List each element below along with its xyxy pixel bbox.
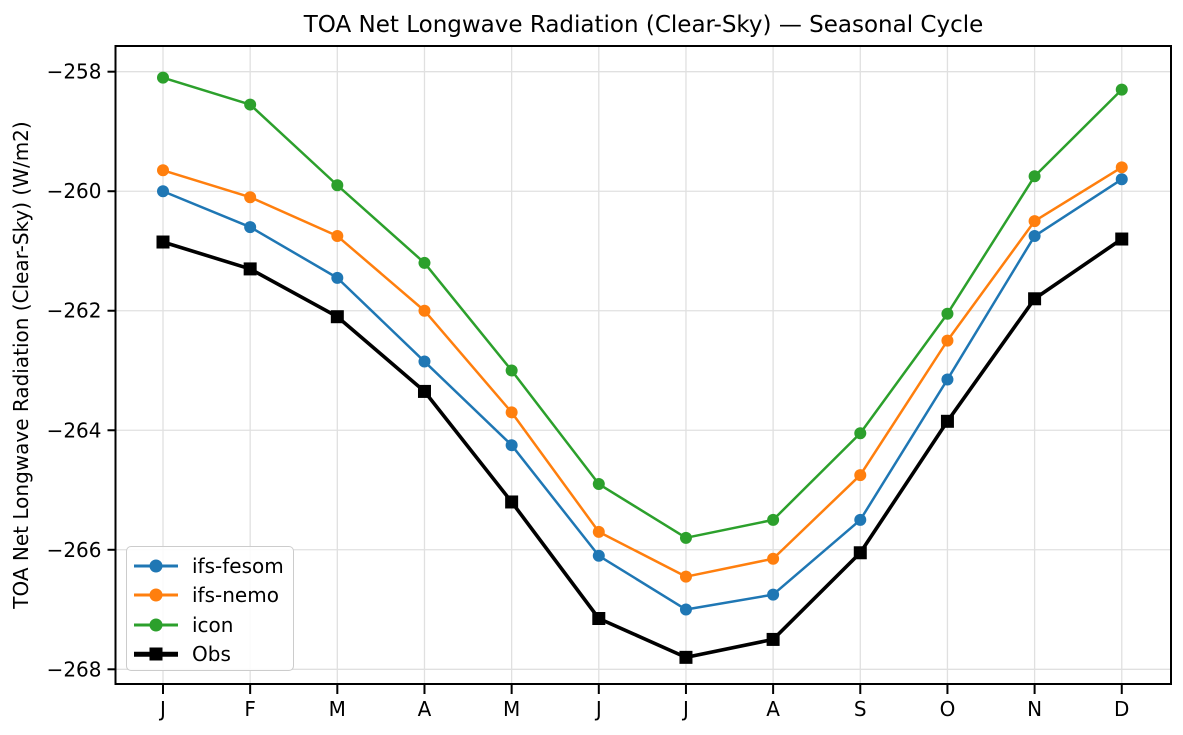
- legend-circle-marker-icon: [149, 618, 163, 632]
- x-tick-label: A: [418, 697, 432, 721]
- series-marker-ifs-nemo: [941, 334, 954, 347]
- legend-square-marker-icon: [149, 647, 163, 661]
- series-marker-icon: [418, 256, 431, 269]
- series-marker-ifs-nemo: [767, 552, 780, 565]
- legend-label: Obs: [192, 642, 231, 667]
- x-tick-label: O: [940, 697, 956, 721]
- series-marker-icon: [1115, 83, 1128, 96]
- series-marker-ifs-fesom: [941, 373, 954, 386]
- legend-item-ifs-fesom: ifs-fesom: [134, 551, 293, 581]
- legend-label: ifs-fesom: [192, 553, 284, 578]
- x-tick-label: A: [766, 697, 780, 721]
- series-marker-ifs-fesom: [592, 549, 605, 562]
- series-marker-ifs-nemo: [679, 570, 692, 583]
- legend-circle-marker-icon: [149, 559, 163, 573]
- series-line-ifs-fesom: [162, 178, 1123, 611]
- x-tick-label: F: [244, 697, 256, 721]
- series-marker-Obs: [417, 384, 431, 398]
- y-tick-label: −266: [47, 538, 102, 562]
- series-marker-ifs-fesom: [331, 271, 344, 284]
- legend-sample: [134, 558, 178, 574]
- legend-label: ifs-nemo: [192, 583, 279, 608]
- series-marker-ifs-nemo: [505, 406, 518, 419]
- series-marker-icon: [941, 307, 954, 320]
- series-marker-Obs: [330, 310, 344, 324]
- series-line-ifs-nemo: [162, 166, 1123, 578]
- series-marker-ifs-fesom: [1115, 173, 1128, 186]
- series-marker-Obs: [592, 612, 606, 626]
- series-marker-icon: [244, 98, 257, 111]
- series-marker-ifs-fesom: [418, 355, 431, 368]
- series-marker-ifs-nemo: [1115, 161, 1128, 174]
- series-line-Obs: [162, 237, 1123, 660]
- series-marker-ifs-nemo: [1028, 215, 1041, 228]
- x-tick-label: J: [158, 697, 166, 721]
- series-marker-Obs: [853, 546, 867, 560]
- legend-item-obs: Obs: [134, 640, 293, 670]
- y-tick-label: −258: [47, 60, 102, 84]
- x-tick-label: J: [681, 697, 689, 721]
- series-marker-Obs: [940, 414, 954, 428]
- legend-sample: [134, 587, 178, 603]
- series-marker-Obs: [1115, 232, 1129, 246]
- series-marker-icon: [505, 364, 518, 377]
- series-marker-icon: [1028, 170, 1041, 183]
- series-marker-Obs: [243, 262, 257, 276]
- series-marker-icon: [854, 427, 867, 440]
- series-marker-ifs-fesom: [157, 185, 169, 198]
- series-marker-Obs: [1028, 292, 1042, 306]
- legend-sample: [134, 617, 178, 633]
- series-marker-icon: [679, 531, 692, 544]
- x-tick-label: D: [1114, 697, 1129, 721]
- legend-circle-marker-icon: [149, 588, 163, 602]
- x-tick-label: N: [1027, 697, 1042, 721]
- series-marker-Obs: [156, 235, 170, 249]
- legend: ifs-fesom ifs-nemo icon Obs: [126, 546, 294, 671]
- series-marker-ifs-nemo: [157, 164, 169, 177]
- series-marker-ifs-nemo: [244, 191, 257, 204]
- series-marker-icon: [331, 179, 344, 192]
- series-marker-Obs: [766, 632, 780, 646]
- legend-item-ifs-nemo: ifs-nemo: [134, 581, 293, 611]
- y-tick-label: −264: [47, 418, 102, 442]
- legend-item-icon: icon: [134, 610, 293, 640]
- series-marker-Obs: [505, 495, 519, 509]
- y-tick-label: −260: [47, 179, 102, 203]
- y-tick-label: −268: [47, 657, 102, 681]
- x-tick-label: J: [594, 697, 602, 721]
- x-tick-label: M: [503, 697, 520, 721]
- series-line-icon: [162, 76, 1123, 540]
- series-marker-icon: [767, 513, 780, 526]
- series-marker-ifs-fesom: [679, 603, 692, 616]
- x-tick-label: S: [854, 697, 867, 721]
- series-marker-ifs-nemo: [418, 304, 431, 317]
- plot-border: [114, 45, 1172, 685]
- series-marker-ifs-nemo: [854, 469, 867, 482]
- series-marker-ifs-fesom: [854, 513, 867, 526]
- series-marker-ifs-fesom: [1028, 230, 1041, 243]
- y-tick-label: −262: [47, 299, 102, 323]
- chart-title: TOA Net Longwave Radiation (Clear-Sky) —…: [303, 12, 984, 38]
- series-marker-ifs-nemo: [331, 230, 344, 243]
- series-marker-icon: [157, 71, 169, 84]
- series-marker-ifs-fesom: [767, 588, 780, 601]
- legend-label: icon: [192, 612, 234, 637]
- series-marker-Obs: [679, 650, 693, 664]
- x-tick-label: M: [329, 697, 346, 721]
- series-marker-ifs-nemo: [592, 525, 605, 538]
- series-marker-icon: [592, 478, 605, 491]
- series-marker-ifs-fesom: [244, 221, 257, 234]
- legend-sample: [134, 646, 178, 662]
- series-marker-ifs-fesom: [505, 439, 518, 452]
